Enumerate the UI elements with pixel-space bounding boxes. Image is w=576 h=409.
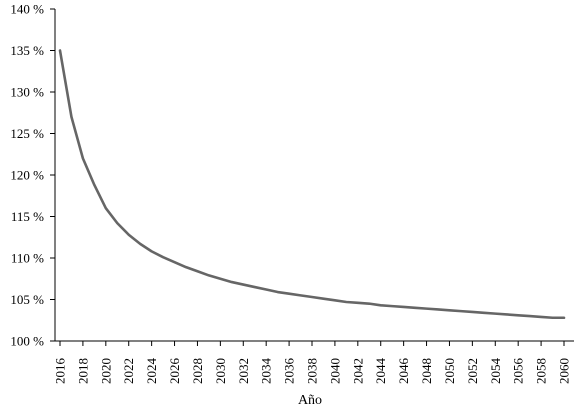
x-tick-label: 2060 <box>557 358 572 384</box>
x-tick-label: 2026 <box>167 358 182 385</box>
y-tick-label: 110 % <box>11 251 44 266</box>
x-tick-label: 2058 <box>534 358 549 384</box>
x-tick-label: 2030 <box>213 358 228 384</box>
x-tick-label: 2018 <box>75 358 90 384</box>
y-tick-label: 100 % <box>10 334 44 349</box>
y-tick-label: 120 % <box>10 168 44 183</box>
x-axis-label: Año <box>298 393 322 408</box>
x-tick-label: 2016 <box>53 358 68 385</box>
x-tick-label: 2038 <box>305 358 320 384</box>
x-tick-label: 2042 <box>350 358 365 384</box>
plot-area <box>58 49 566 320</box>
x-tick-label: 2050 <box>442 358 457 384</box>
x-tick-label: 2056 <box>511 358 526 385</box>
x-tick-label: 2040 <box>327 358 342 384</box>
x-tick-label: 2048 <box>419 358 434 384</box>
x-tick-label: 2020 <box>98 358 113 384</box>
x-axis: 2016 2018 2020 2022 2024 2026 2028 2030 2032 2034… <box>53 340 574 385</box>
x-tick-label: 2054 <box>488 358 503 384</box>
x-tick-label: 2028 <box>190 358 205 384</box>
y-tick-label: 115 % <box>11 209 44 224</box>
y-tick-label: 140 % <box>10 2 44 17</box>
x-tick-label: 2034 <box>259 358 274 385</box>
y-axis: 100 % 105 % 110 % 115 % 120 % 125 % 130 % 135 %… <box>10 2 56 349</box>
x-tick-label: 2024 <box>144 358 159 385</box>
x-tick-label: 2046 <box>396 358 411 385</box>
x-tick-label: 2036 <box>282 358 297 385</box>
y-tick-label: 130 % <box>10 85 44 100</box>
x-tick-label: 2022 <box>121 358 136 384</box>
y-tick-label: 125 % <box>10 126 44 141</box>
x-tick-label: 2044 <box>373 358 388 385</box>
x-tick-label: 2052 <box>465 358 480 384</box>
y-tick-label: 105 % <box>10 292 44 307</box>
x-tick-label: 2032 <box>236 358 251 384</box>
series-line <box>58 49 566 320</box>
y-tick-label: 135 % <box>10 43 44 58</box>
